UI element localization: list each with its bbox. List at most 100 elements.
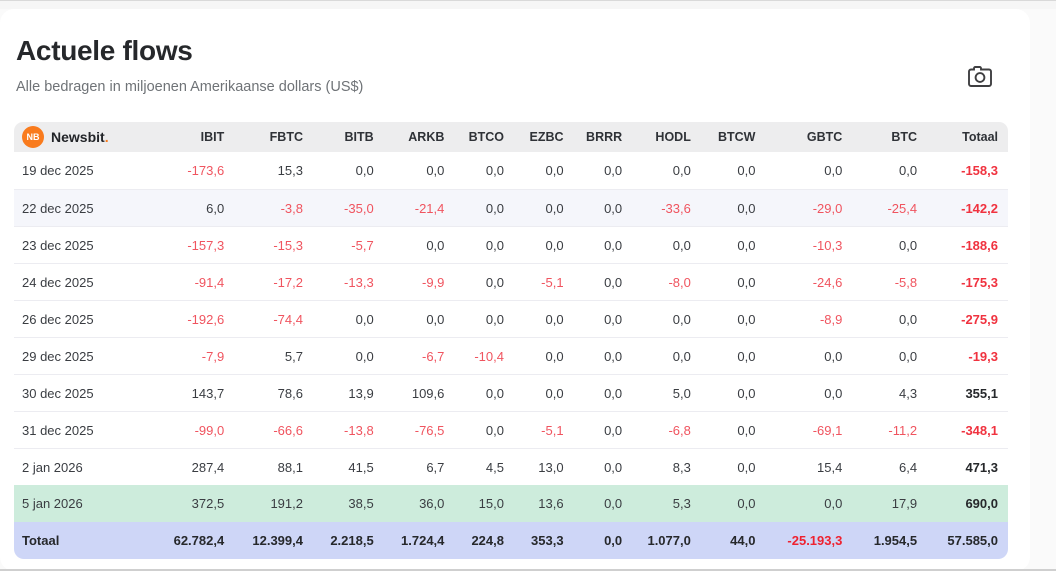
row-label: 24 dec 2025 [14, 263, 156, 300]
column-header-ibit: IBIT [155, 122, 235, 152]
flows-card: Actuele flows Alle bedragen in miljoenen… [0, 9, 1030, 571]
cell-fbtc: -17,2 [234, 263, 313, 300]
cell-gbtc: -24,6 [765, 263, 853, 300]
cell-btc: 6,4 [852, 448, 928, 485]
cell-btc: 0,0 [852, 226, 928, 263]
cell-arkb: -21,4 [383, 189, 455, 226]
cell-bitb: 0,0 [312, 337, 384, 374]
cell-totaal: -142,2 [927, 189, 1008, 226]
cell-btc: 17,9 [852, 485, 928, 522]
cell-brrr: 0,0 [573, 263, 633, 300]
cell-btcw: 0,0 [700, 226, 766, 263]
table-row: 5 jan 2026 372,5 191,2 38,5 36,0 15,0 13,6 0,0 5… [14, 485, 1008, 522]
camera-icon [965, 64, 995, 90]
cell-totaal: 355,1 [927, 374, 1008, 411]
cell-bitb: 41,5 [312, 448, 384, 485]
cell-gbtc: 0,0 [765, 152, 853, 189]
row-label: Totaal [14, 522, 156, 559]
cell-hodl: 0,0 [632, 152, 701, 189]
column-header-brrr: BRRR [573, 122, 633, 152]
screenshot-button[interactable] [962, 61, 998, 93]
table-row: 19 dec 2025 -173,6 15,3 0,0 0,0 0,0 0,0 0,0 0,0 0… [14, 152, 1008, 189]
row-label: 23 dec 2025 [14, 226, 156, 263]
cell-ibit: 62.782,4 [155, 522, 235, 559]
cell-btcw: 0,0 [700, 374, 766, 411]
cell-gbtc: 0,0 [765, 374, 853, 411]
cell-brrr: 0,0 [573, 448, 633, 485]
column-header-hodl: HODL [632, 122, 701, 152]
cell-btc: 1.954,5 [852, 522, 928, 559]
cell-gbtc: 0,0 [765, 337, 853, 374]
column-header-arkb: ARKB [383, 122, 455, 152]
table-row: 2 jan 2026 287,4 88,1 41,5 6,7 4,5 13,0 0,0 8,3 0… [14, 448, 1008, 485]
table-row: 30 dec 2025 143,7 78,6 13,9 109,6 0,0 0,0 0,0 5,… [14, 374, 1008, 411]
table-row: 22 dec 2025 6,0 -3,8 -35,0 -21,4 0,0 0,0 0,0 -33… [14, 189, 1008, 226]
total-row: Totaal 62.782,4 12.399,4 2.218,5 1.724,4 224,… [14, 522, 1008, 559]
cell-arkb: 0,0 [383, 300, 455, 337]
row-label: 2 jan 2026 [14, 448, 156, 485]
page-top-edge [0, 0, 1056, 9]
cell-ibit: 287,4 [155, 448, 235, 485]
row-label: 19 dec 2025 [14, 152, 156, 189]
cell-brrr: 0,0 [573, 337, 633, 374]
cell-hodl: 8,3 [632, 448, 701, 485]
row-label: 22 dec 2025 [14, 189, 156, 226]
column-header-fbtc: FBTC [234, 122, 313, 152]
column-header-btc: BTC [852, 122, 928, 152]
column-header-gbtc: GBTC [765, 122, 853, 152]
row-label: 30 dec 2025 [14, 374, 156, 411]
cell-btc: 4,3 [852, 374, 928, 411]
newsbit-logo: NB Newsbit. [22, 126, 155, 148]
cell-brrr: 0,0 [573, 485, 633, 522]
cell-ezbc: 13,0 [513, 448, 574, 485]
cell-totaal: -188,6 [927, 226, 1008, 263]
cell-arkb: -6,7 [383, 337, 455, 374]
cell-btcw: 0,0 [700, 411, 766, 448]
cell-arkb: 0,0 [383, 226, 455, 263]
cell-btc: -11,2 [852, 411, 928, 448]
cell-bitb: 0,0 [312, 152, 384, 189]
cell-fbtc: 191,2 [234, 485, 313, 522]
cell-brrr: 0,0 [573, 374, 633, 411]
cell-fbtc: 15,3 [234, 152, 313, 189]
row-label: 5 jan 2026 [14, 485, 156, 522]
cell-btcw: 0,0 [700, 448, 766, 485]
page-bottom-edge [0, 569, 1056, 571]
cell-btcw: 0,0 [700, 485, 766, 522]
column-header-bitb: BITB [312, 122, 384, 152]
cell-arkb: 6,7 [383, 448, 455, 485]
cell-ibit: -192,6 [155, 300, 235, 337]
cell-brrr: 0,0 [573, 226, 633, 263]
cell-bitb: -5,7 [312, 226, 384, 263]
cell-ezbc: 0,0 [513, 189, 574, 226]
cell-ibit: -99,0 [155, 411, 235, 448]
cell-btco: 0,0 [454, 152, 514, 189]
cell-ezbc: 0,0 [513, 226, 574, 263]
cell-hodl: 5,0 [632, 374, 701, 411]
table-row: 26 dec 2025 -192,6 -74,4 0,0 0,0 0,0 0,0 0,0 0,0… [14, 300, 1008, 337]
brand-period: . [104, 129, 109, 145]
column-header-totaal: Totaal [927, 122, 1008, 152]
cell-btcw: 0,0 [700, 263, 766, 300]
cell-btco: -10,4 [454, 337, 514, 374]
cell-btco: 0,0 [454, 263, 514, 300]
cell-btcw: 44,0 [700, 522, 766, 559]
cell-ezbc: 0,0 [513, 300, 574, 337]
cell-brrr: 0,0 [573, 152, 633, 189]
cell-hodl: 0,0 [632, 300, 701, 337]
cell-ibit: -91,4 [155, 263, 235, 300]
cell-ibit: -7,9 [155, 337, 235, 374]
cell-btco: 224,8 [454, 522, 514, 559]
cell-hodl: -6,8 [632, 411, 701, 448]
cell-arkb: 1.724,4 [383, 522, 455, 559]
table-row: 23 dec 2025 -157,3 -15,3 -5,7 0,0 0,0 0,0 0,0 0,… [14, 226, 1008, 263]
cell-hodl: -33,6 [632, 189, 701, 226]
cell-btcw: 0,0 [700, 189, 766, 226]
flows-table-container: NB Newsbit. IBIT FBTC BITB ARKB BTCO EZBC BRRR… [14, 122, 1008, 559]
cell-gbtc: 0,0 [765, 485, 853, 522]
cell-arkb: 109,6 [383, 374, 455, 411]
cell-hodl: 1.077,0 [632, 522, 701, 559]
cell-ezbc: 353,3 [513, 522, 574, 559]
cell-ezbc: -5,1 [513, 263, 574, 300]
cell-fbtc: 88,1 [234, 448, 313, 485]
